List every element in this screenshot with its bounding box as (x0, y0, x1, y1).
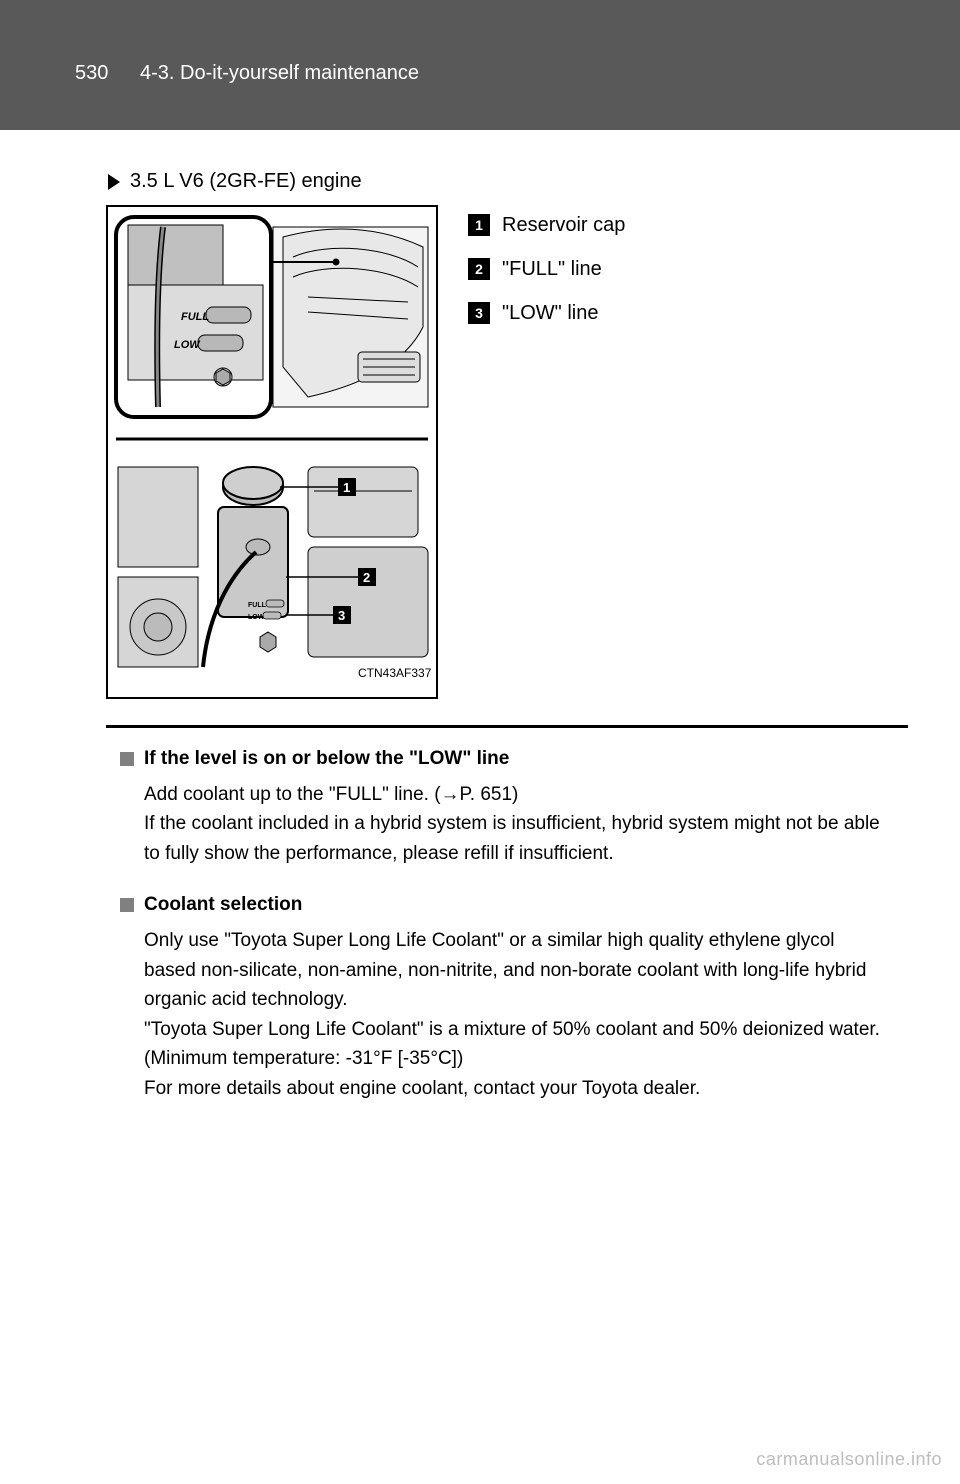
note-body: Add coolant up to the "FULL" line. (→P. … (144, 780, 880, 868)
section-divider (106, 725, 908, 728)
header-banner: 530 4-3. Do-it-yourself maintenance (0, 0, 960, 130)
callout-num-icon: 2 (468, 258, 490, 280)
note-heading: If the level is on or below the "LOW" li… (144, 748, 509, 770)
square-bullet-icon (120, 898, 134, 912)
diagram-code: CTN43AF337 (358, 666, 432, 680)
callout-label: Reservoir cap (502, 205, 625, 245)
svg-text:FULL: FULL (248, 602, 267, 609)
callout-item: 3 "LOW" line (468, 293, 625, 333)
callout-label: "LOW" line (502, 293, 598, 333)
note-head-row: If the level is on or below the "LOW" li… (120, 748, 880, 770)
svg-text:2: 2 (363, 570, 370, 585)
svg-text:LOW: LOW (248, 614, 265, 621)
callout-label: "FULL" line (502, 249, 602, 289)
callout-num-icon: 3 (468, 302, 490, 324)
subheading-row: 3.5 L V6 (2GR-FE) engine (108, 170, 880, 193)
note-block: If the level is on or below the "LOW" li… (120, 748, 880, 868)
svg-text:3: 3 (338, 608, 345, 623)
label-full: FULL (181, 311, 209, 323)
diagram-box: FULL LOW (106, 205, 438, 699)
callout-list: 1 Reservoir cap 2 "FULL" line 3 "LOW" li… (468, 205, 625, 337)
page-number: 530 (75, 62, 108, 85)
note-heading: Coolant selection (144, 894, 302, 916)
diagram-svg: FULL LOW (108, 207, 436, 697)
svg-text:1: 1 (343, 480, 350, 495)
label-low: LOW (174, 339, 201, 351)
subheading-text: 3.5 L V6 (2GR-FE) engine (130, 170, 362, 193)
main-content: 3.5 L V6 (2GR-FE) engine (0, 130, 960, 1103)
watermark: carmanualsonline.info (756, 1449, 942, 1470)
note-body: Only use "Toyota Super Long Life Coolant… (144, 926, 880, 1103)
callout-item: 1 Reservoir cap (468, 205, 625, 245)
note-block: Coolant selection Only use "Toyota Super… (120, 894, 880, 1103)
square-bullet-icon (120, 752, 134, 766)
triangle-icon (108, 174, 120, 190)
section-title: 4-3. Do-it-yourself maintenance (140, 62, 419, 85)
callout-num-icon: 1 (468, 214, 490, 236)
figure-wrap: FULL LOW (106, 205, 880, 699)
note-head-row: Coolant selection (120, 894, 880, 916)
callout-item: 2 "FULL" line (468, 249, 625, 289)
